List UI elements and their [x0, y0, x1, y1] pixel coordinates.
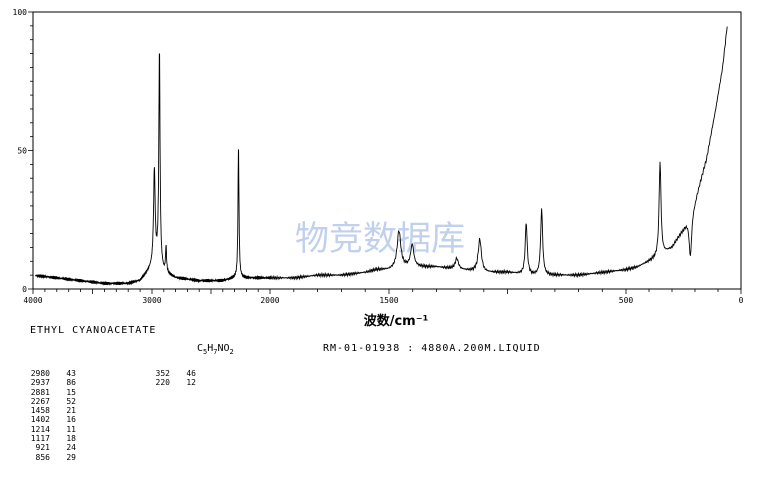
- peak-intensity: [170, 425, 196, 434]
- peak-intensity: 24: [66, 443, 76, 453]
- formula-c: C: [197, 343, 204, 354]
- record-info: RM-01-01938 : 4880A.200M.LIQUID: [323, 343, 541, 354]
- x-tick-label: 3000: [142, 296, 161, 305]
- x-axis-ticks: 4000 3000 2000 1500 500 0: [23, 289, 744, 305]
- peak-wavenumber: 220: [155, 378, 170, 388]
- table-row: 2881 15: [20, 388, 196, 397]
- y-tick-label: 50: [17, 147, 27, 156]
- x-tick-label: 500: [619, 296, 634, 305]
- formula-o-sub: 2: [229, 348, 234, 356]
- table-row: 2980 43 352 46: [20, 369, 196, 378]
- x-tick-label: 4000: [23, 296, 42, 305]
- compound-name: ETHYL CYANOACETATE: [30, 325, 157, 336]
- formula-h: H: [207, 343, 214, 354]
- x-tick-label: 2000: [260, 296, 279, 305]
- peak-wavenumber: [140, 406, 170, 415]
- x-tick-label: 0: [739, 296, 744, 305]
- peak-intensity: 46: [186, 369, 196, 378]
- peak-wavenumber: 1214: [30, 424, 50, 434]
- peak-intensity: [170, 397, 196, 406]
- formula-h-sub: 7: [213, 348, 218, 356]
- peak-intensity: 11: [66, 424, 76, 434]
- column-gap: [76, 406, 140, 415]
- peak-wavenumber: 2267: [30, 396, 50, 406]
- formula-c-sub: 5: [203, 348, 208, 356]
- peak-wavenumber: [140, 425, 170, 434]
- table-row: 921 24: [20, 443, 196, 452]
- column-gap: [76, 415, 140, 424]
- y-tick-label: 0: [22, 285, 27, 294]
- peak-wavenumber: [140, 434, 170, 443]
- peak-wavenumber: [140, 397, 170, 406]
- peak-table: 2980 43 352 46 2937 86 220 12 2881 15 2267 52 1458 21…: [20, 369, 196, 462]
- column-gap: [76, 388, 140, 397]
- x-tick-label: 1500: [379, 296, 398, 305]
- table-row: 2937 86 220 12: [20, 378, 196, 387]
- peak-wavenumber: 1458: [30, 406, 50, 416]
- peak-intensity: [170, 453, 196, 462]
- table-row: 1458 21: [20, 406, 196, 415]
- peak-wavenumber: 856: [35, 452, 50, 462]
- x-axis-label: 波数/cm⁻¹: [364, 313, 429, 329]
- peak-intensity: 86: [66, 378, 76, 388]
- peak-wavenumber: [140, 443, 170, 452]
- y-tick-label: 100: [13, 8, 28, 17]
- peak-wavenumber: 2937: [30, 378, 50, 388]
- peak-wavenumber: [140, 415, 170, 424]
- peak-intensity: [170, 443, 196, 452]
- table-row: 2267 52: [20, 397, 196, 406]
- peak-wavenumber: 1117: [30, 434, 50, 444]
- column-gap: [76, 425, 140, 434]
- y-axis-ticks: 100 50 0: [13, 8, 33, 294]
- formula-rest: NO: [217, 343, 230, 354]
- watermark: 物竞数据库: [295, 219, 465, 259]
- peak-intensity: 52: [66, 396, 76, 406]
- peak-wavenumber: 1402: [30, 415, 50, 425]
- peak-wavenumber: [140, 453, 170, 462]
- peak-intensity: 43: [66, 369, 76, 378]
- column-gap: [76, 378, 140, 387]
- molecular-formula: C5H7NO2: [197, 343, 234, 356]
- peak-intensity: 16: [66, 415, 76, 425]
- column-gap: [76, 434, 140, 443]
- column-gap: [76, 369, 140, 378]
- peak-wavenumber: 2881: [30, 387, 50, 397]
- peak-wavenumber: [140, 388, 170, 397]
- peak-intensity: [170, 388, 196, 397]
- spectrum-line: [34, 26, 728, 286]
- peak-intensity: [170, 406, 196, 415]
- table-row: 1214 11: [20, 425, 196, 434]
- peak-intensity: 15: [66, 387, 76, 397]
- peak-intensity: [170, 434, 196, 443]
- table-row: 1402 16: [20, 415, 196, 424]
- column-gap: [76, 443, 140, 452]
- table-row: 856 29: [20, 453, 196, 462]
- column-gap: [76, 397, 140, 406]
- table-row: 1117 18: [20, 434, 196, 443]
- peak-intensity: 18: [66, 434, 76, 444]
- peak-intensity: 29: [66, 452, 76, 462]
- peak-wavenumber: 2980: [30, 369, 50, 378]
- peak-wavenumber: 921: [35, 443, 50, 453]
- peak-intensity: [170, 415, 196, 424]
- peak-intensity: 12: [186, 378, 196, 388]
- column-gap: [76, 453, 140, 462]
- peak-wavenumber: 352: [155, 369, 170, 378]
- peak-intensity: 21: [66, 406, 76, 416]
